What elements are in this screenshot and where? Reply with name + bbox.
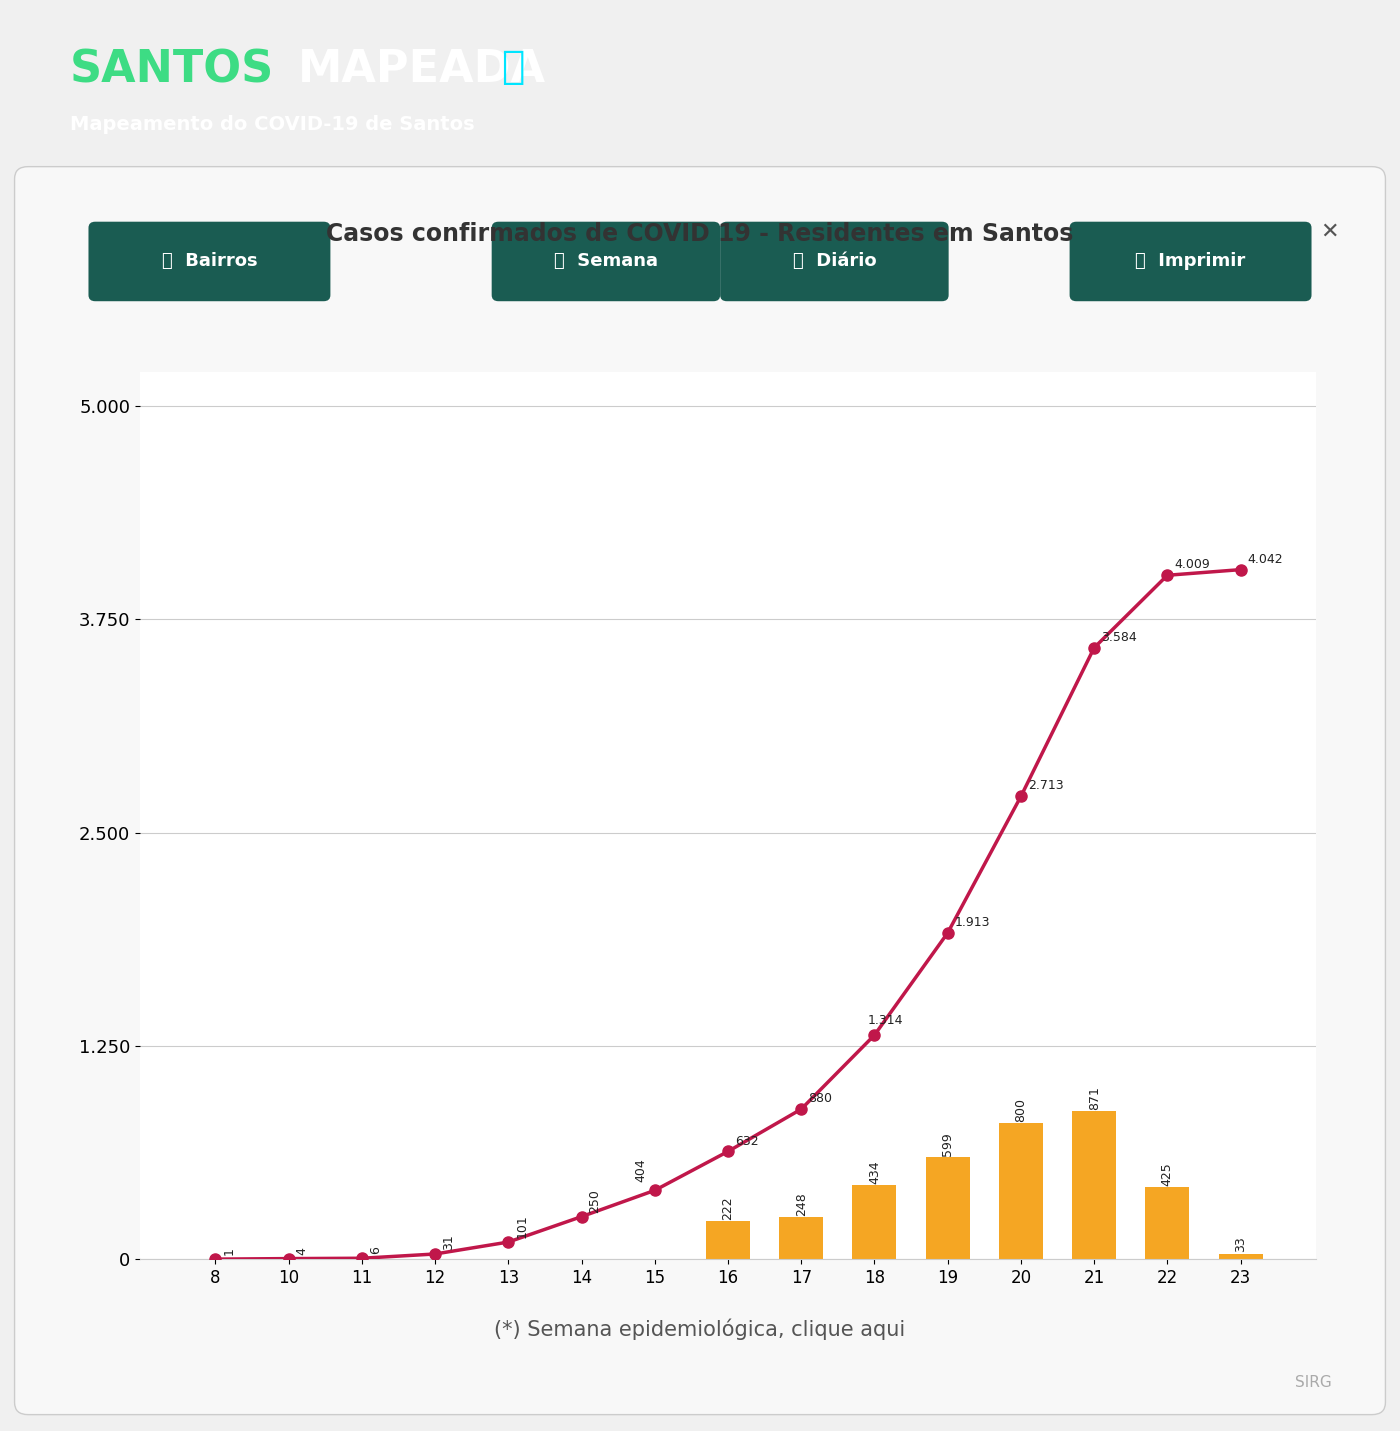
Text: 222: 222 bbox=[721, 1196, 735, 1221]
Text: 250: 250 bbox=[588, 1189, 602, 1212]
Text: 33: 33 bbox=[1233, 1236, 1247, 1252]
Text: 🖨  Imprimir: 🖨 Imprimir bbox=[1135, 252, 1246, 270]
Bar bbox=[1218, 1254, 1263, 1259]
Bar bbox=[1000, 1123, 1043, 1259]
Text: ✕: ✕ bbox=[1320, 222, 1338, 242]
Text: SIRG: SIRG bbox=[1295, 1375, 1331, 1390]
Text: 871: 871 bbox=[1088, 1086, 1100, 1109]
Text: 800: 800 bbox=[1015, 1098, 1028, 1122]
Text: 🗺  Bairros: 🗺 Bairros bbox=[161, 252, 258, 270]
Text: 425: 425 bbox=[1161, 1162, 1173, 1186]
Text: 4: 4 bbox=[295, 1246, 308, 1255]
FancyBboxPatch shape bbox=[491, 222, 720, 302]
Text: 248: 248 bbox=[795, 1192, 808, 1216]
Text: 880: 880 bbox=[808, 1092, 832, 1105]
Text: 404: 404 bbox=[634, 1159, 647, 1182]
FancyBboxPatch shape bbox=[720, 222, 949, 302]
FancyBboxPatch shape bbox=[88, 222, 330, 302]
Bar bbox=[925, 1158, 970, 1259]
Text: 632: 632 bbox=[735, 1135, 759, 1148]
Text: Casos confirmados de COVID 19 - Residentes em Santos: Casos confirmados de COVID 19 - Resident… bbox=[326, 222, 1074, 246]
Text: 📍: 📍 bbox=[501, 49, 525, 86]
Bar bbox=[1145, 1186, 1190, 1259]
Text: 6: 6 bbox=[368, 1246, 382, 1255]
Text: 📅  Semana: 📅 Semana bbox=[554, 252, 658, 270]
Text: 434: 434 bbox=[868, 1161, 881, 1183]
Bar bbox=[706, 1222, 750, 1259]
Text: (*) Semana epidemiológica, clique aqui: (*) Semana epidemiológica, clique aqui bbox=[494, 1318, 906, 1339]
Text: 31: 31 bbox=[442, 1235, 455, 1251]
Text: 1.314: 1.314 bbox=[868, 1015, 903, 1027]
Text: 101: 101 bbox=[515, 1215, 528, 1238]
Bar bbox=[853, 1185, 896, 1259]
Text: MAPEADA: MAPEADA bbox=[298, 49, 546, 92]
Text: 1.913: 1.913 bbox=[955, 916, 990, 929]
Text: SANTOS: SANTOS bbox=[70, 49, 274, 92]
Text: 4.009: 4.009 bbox=[1175, 558, 1210, 571]
Text: 4.042: 4.042 bbox=[1247, 552, 1284, 565]
Bar bbox=[780, 1216, 823, 1259]
Text: 2.713: 2.713 bbox=[1028, 780, 1064, 793]
FancyBboxPatch shape bbox=[14, 166, 1386, 1415]
Text: 599: 599 bbox=[941, 1132, 955, 1156]
Text: 📅  Diário: 📅 Diário bbox=[792, 252, 876, 270]
Bar bbox=[1072, 1110, 1116, 1259]
Text: Mapeamento do COVID-19 de Santos: Mapeamento do COVID-19 de Santos bbox=[70, 114, 475, 135]
Text: 3.584: 3.584 bbox=[1100, 631, 1137, 644]
FancyBboxPatch shape bbox=[1070, 222, 1312, 302]
Text: 1: 1 bbox=[223, 1248, 235, 1255]
